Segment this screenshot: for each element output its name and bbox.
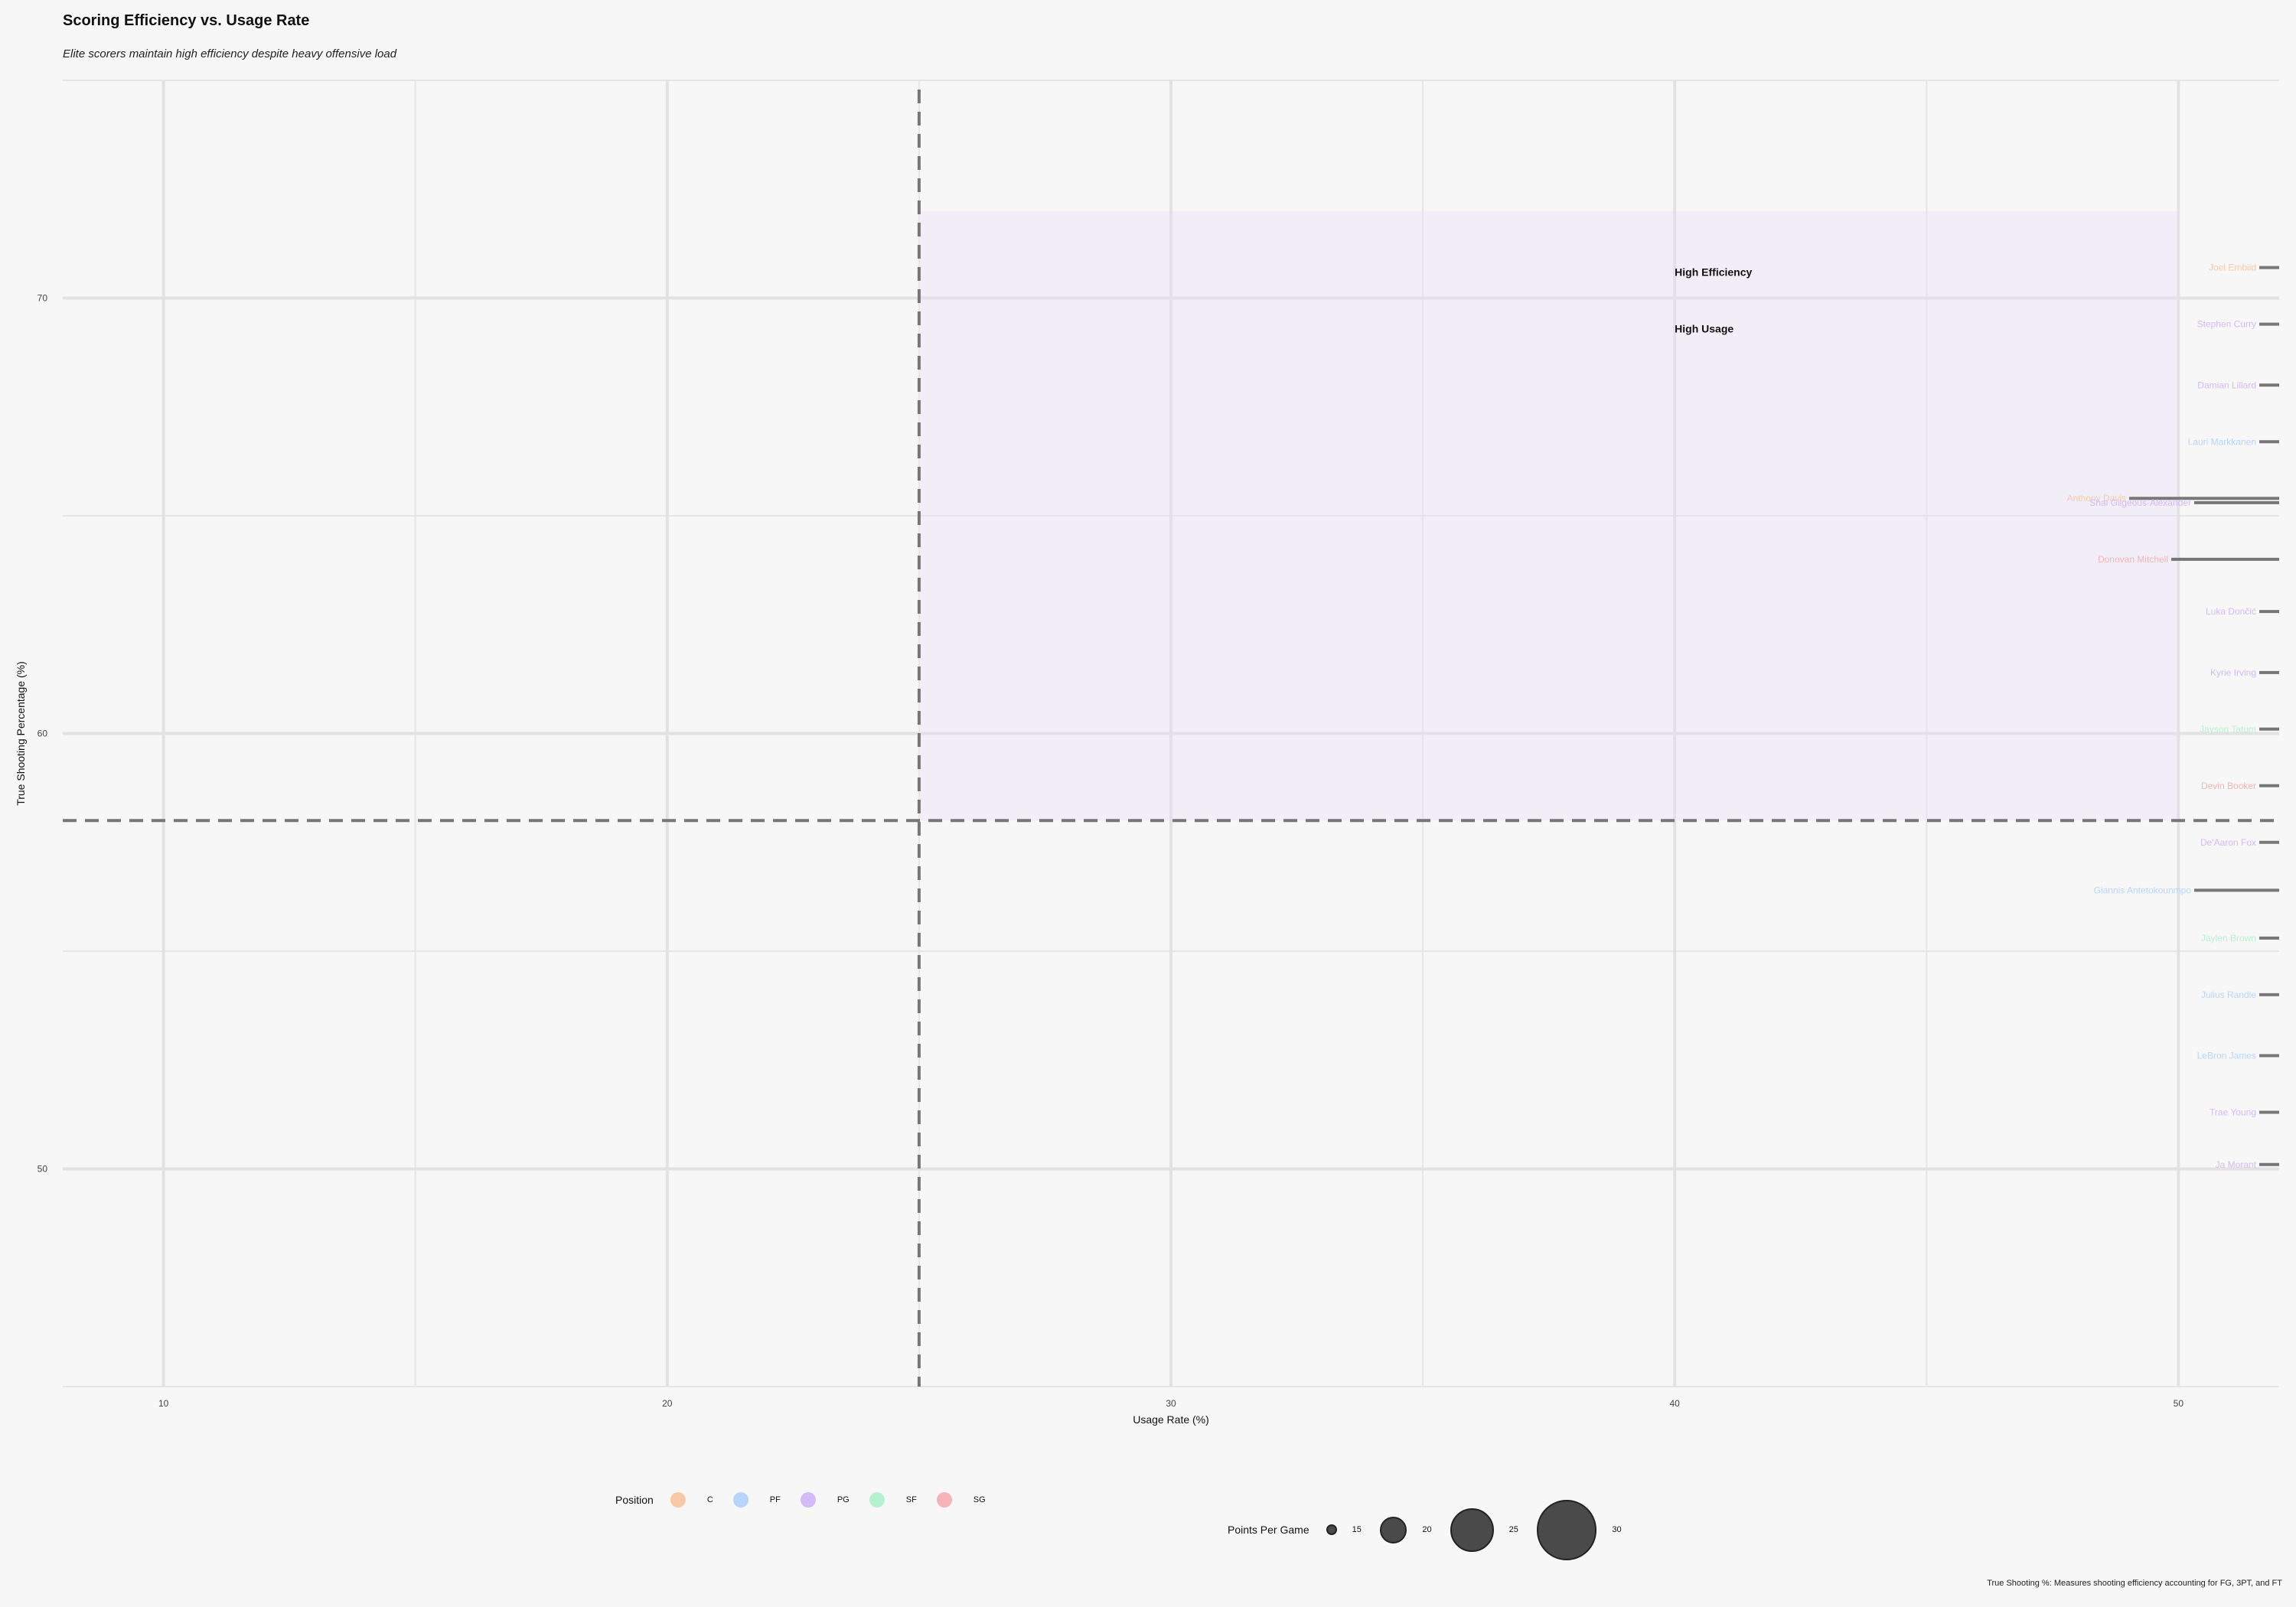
point-label: Jaylen Brown xyxy=(2201,933,2256,944)
y-tick-label: 60 xyxy=(38,729,48,739)
size-bubble xyxy=(1326,1524,1337,1536)
region-annotation: High Usage xyxy=(1675,322,1733,334)
point-label: Luka Dončić xyxy=(2206,606,2256,617)
x-tick-label: 10 xyxy=(158,1398,169,1409)
chart-title: Scoring Efficiency vs. Usage Rate xyxy=(63,12,310,29)
point-label: Damian Lillard xyxy=(2197,380,2256,390)
size-legend-title: Points Per Game xyxy=(1228,1524,1309,1537)
high-efficiency-region xyxy=(918,210,2179,821)
chart-caption: True Shooting %: Measures shooting effic… xyxy=(1987,1579,2282,1588)
position-swatch xyxy=(800,1492,816,1508)
x-tick-label: 30 xyxy=(1166,1398,1176,1409)
x-tick-label: 20 xyxy=(662,1398,673,1409)
point-label: Giannis Antetokounmpo xyxy=(2094,885,2192,895)
position-legend-title: Position xyxy=(615,1494,654,1506)
chart-subtitle: Elite scorers maintain high efficiency d… xyxy=(63,47,397,60)
position-legend-item: SF xyxy=(869,1492,917,1508)
position-legend-label: PF xyxy=(769,1495,781,1504)
point-label: Devin Booker xyxy=(2201,781,2256,791)
position-legend: Position C PF PG SF SG xyxy=(615,1492,1006,1508)
size-legend-label: 20 xyxy=(1422,1525,1432,1535)
x-axis-title: Usage Rate (%) xyxy=(1133,1413,1209,1426)
position-swatch xyxy=(732,1492,748,1508)
size-legend-item: 20 xyxy=(1379,1516,1432,1543)
point-label: Joel Embiid xyxy=(2209,262,2256,273)
size-bubble xyxy=(1536,1500,1597,1560)
size-legend-item: 25 xyxy=(1450,1508,1518,1552)
x-tick-label: 50 xyxy=(2174,1398,2184,1409)
size-legend-label: 30 xyxy=(1612,1525,1622,1535)
size-legend-item: 30 xyxy=(1536,1500,1622,1560)
position-legend-item: PG xyxy=(800,1492,850,1508)
position-legend-label: PG xyxy=(837,1495,850,1504)
point-label: LeBron James xyxy=(2197,1051,2256,1061)
point-label: Donovan Mitchell xyxy=(2098,554,2168,565)
point-label: Julius Randle xyxy=(2201,989,2256,1000)
size-legend: Points Per Game 15 20 25 30 xyxy=(1228,1500,1640,1560)
region-annotation: High Efficiency xyxy=(1675,266,1752,278)
point-label: Ja Morant xyxy=(2216,1159,2257,1170)
position-swatch xyxy=(670,1492,686,1508)
point-label: Jayson Tatum xyxy=(2200,724,2256,735)
point-label: Shai Gilgeous-Alexander xyxy=(2089,497,2191,508)
size-legend-item: 15 xyxy=(1326,1524,1362,1536)
position-swatch xyxy=(869,1492,885,1508)
point-label: Lauri Markkanen xyxy=(2188,436,2256,447)
position-legend-label: SF xyxy=(905,1495,917,1504)
position-swatch xyxy=(936,1492,952,1508)
point-label: Kyrie Irving xyxy=(2210,667,2256,678)
point-label: De'Aaron Fox xyxy=(2200,837,2256,848)
position-legend-label: SG xyxy=(973,1495,986,1504)
y-tick-label: 70 xyxy=(38,293,48,304)
point-label: Anthony Davis xyxy=(2067,493,2126,504)
size-bubble xyxy=(1379,1516,1407,1543)
size-legend-label: 15 xyxy=(1352,1525,1362,1535)
y-tick-label: 50 xyxy=(38,1164,48,1175)
position-legend-label: C xyxy=(706,1495,713,1504)
point-label: Stephen Curry xyxy=(2197,319,2256,330)
position-legend-item: C xyxy=(670,1492,713,1508)
point-label: Trae Young xyxy=(2210,1107,2256,1118)
size-bubble xyxy=(1450,1508,1494,1552)
size-legend-label: 25 xyxy=(1508,1525,1518,1535)
position-legend-item: PF xyxy=(732,1492,781,1508)
position-legend-item: SG xyxy=(936,1492,986,1508)
x-tick-label: 40 xyxy=(1670,1398,1681,1409)
y-axis-title: True Shooting Percentage (%) xyxy=(15,661,27,806)
